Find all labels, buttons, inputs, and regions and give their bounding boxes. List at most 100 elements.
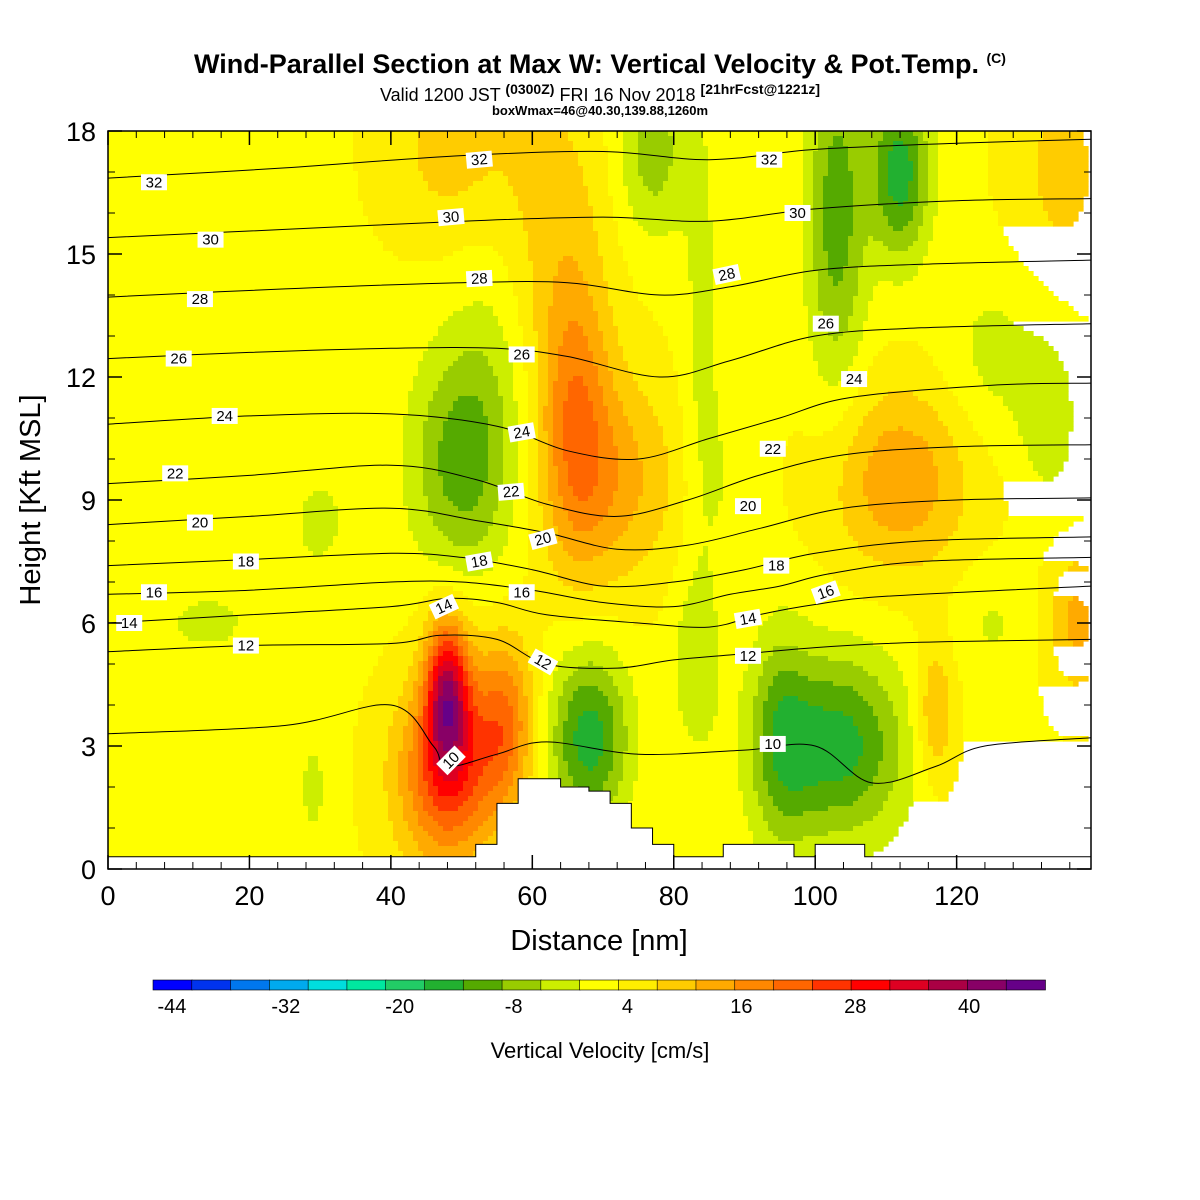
velocity-cell — [553, 286, 589, 292]
velocity-cell — [503, 471, 519, 477]
velocity-cell — [468, 696, 474, 702]
velocity-cell — [928, 516, 959, 522]
velocity-cell — [538, 431, 549, 437]
velocity-cell — [853, 356, 874, 362]
velocity-cell — [928, 201, 939, 207]
velocity-cell — [773, 801, 854, 807]
velocity-cell — [473, 621, 554, 627]
velocity-cell — [108, 476, 404, 482]
velocity-cell — [918, 661, 934, 667]
velocity-cell — [503, 256, 529, 262]
velocity-cell — [523, 721, 529, 727]
velocity-cell — [613, 431, 634, 437]
velocity-cell — [613, 436, 634, 442]
theta-contour-18 — [108, 536, 1091, 588]
velocity-cell — [553, 686, 564, 692]
theta-contours — [108, 138, 1091, 784]
velocity-cell — [423, 661, 429, 667]
velocity-cell — [618, 576, 674, 582]
velocity-cell — [463, 731, 469, 737]
velocity-cell — [623, 776, 639, 782]
velocity-cell — [803, 221, 814, 227]
velocity-cell — [713, 246, 804, 252]
velocity-cell — [473, 786, 494, 792]
velocity-cell — [518, 476, 529, 482]
velocity-cell — [698, 451, 724, 457]
velocity-cell — [848, 161, 879, 167]
velocity-cell — [108, 381, 414, 387]
velocity-cell — [403, 686, 414, 692]
velocity-cell — [513, 751, 519, 757]
velocity-cell — [528, 231, 599, 237]
velocity-cell — [753, 771, 764, 777]
velocity-cell — [888, 156, 909, 162]
velocity-cell — [678, 551, 704, 557]
velocity-cell — [553, 681, 564, 687]
velocity-cell — [578, 786, 604, 792]
velocity-cell — [913, 786, 934, 792]
velocity-cell — [608, 181, 624, 187]
velocity-cell — [818, 271, 829, 277]
velocity-cell — [848, 246, 864, 252]
velocity-cell — [663, 596, 689, 602]
velocity-cell — [473, 741, 504, 747]
velocity-cell — [933, 506, 964, 512]
velocity-cell — [828, 161, 849, 167]
velocity-cell — [518, 206, 594, 212]
velocity-cell — [688, 591, 714, 597]
velocity-cell — [418, 546, 504, 552]
velocity-cell — [658, 416, 684, 422]
velocity-cell — [803, 281, 819, 287]
velocity-cell — [553, 516, 569, 522]
velocity-cell — [108, 761, 309, 767]
velocity-cell — [613, 831, 754, 837]
velocity-cell — [303, 531, 339, 537]
velocity-cell — [713, 341, 814, 347]
velocity-cell — [468, 661, 474, 667]
velocity-cell — [333, 541, 419, 547]
velocity-cell — [683, 536, 799, 542]
velocity-cell — [548, 481, 559, 487]
velocity-cell — [893, 281, 904, 287]
velocity-cell — [443, 481, 484, 487]
velocity-cell — [403, 626, 424, 632]
velocity-cell — [548, 451, 554, 457]
velocity-cell — [913, 391, 954, 397]
velocity-cell — [443, 701, 454, 707]
velocity-cell — [428, 746, 434, 752]
velocity-cell — [533, 311, 549, 317]
velocity-cell — [1043, 206, 1084, 212]
velocity-cell — [678, 556, 699, 562]
velocity-cell — [108, 451, 404, 457]
velocity-cell — [418, 746, 424, 752]
velocity-cell — [108, 161, 354, 167]
velocity-cell — [433, 661, 439, 667]
velocity-cell — [438, 701, 444, 707]
velocity-cell — [558, 261, 579, 267]
contour-label-text: 26 — [817, 316, 834, 333]
velocity-cell — [178, 616, 239, 622]
velocity-cell — [648, 306, 694, 312]
velocity-cell — [438, 711, 444, 717]
velocity-cell — [933, 361, 974, 367]
velocity-cell — [463, 716, 469, 722]
velocity-cell — [613, 681, 634, 687]
velocity-cell — [853, 206, 884, 212]
velocity-cell — [108, 166, 354, 172]
velocity-cell — [613, 306, 649, 312]
velocity-cell — [498, 376, 514, 382]
velocity-cell — [963, 716, 1049, 722]
velocity-cell — [828, 381, 839, 387]
contour-label-text: 16 — [815, 582, 836, 604]
velocity-cell — [668, 506, 684, 512]
contour-label-box — [232, 637, 259, 654]
velocity-cell — [418, 541, 454, 547]
contour-label: 30 — [197, 231, 224, 249]
velocity-cell — [603, 786, 619, 792]
velocity-cell — [323, 776, 354, 782]
velocity-cell — [758, 686, 769, 692]
velocity-cell — [743, 686, 759, 692]
contour-label: 14 — [116, 615, 143, 632]
velocity-cell — [818, 366, 849, 372]
velocity-cell — [563, 341, 589, 347]
